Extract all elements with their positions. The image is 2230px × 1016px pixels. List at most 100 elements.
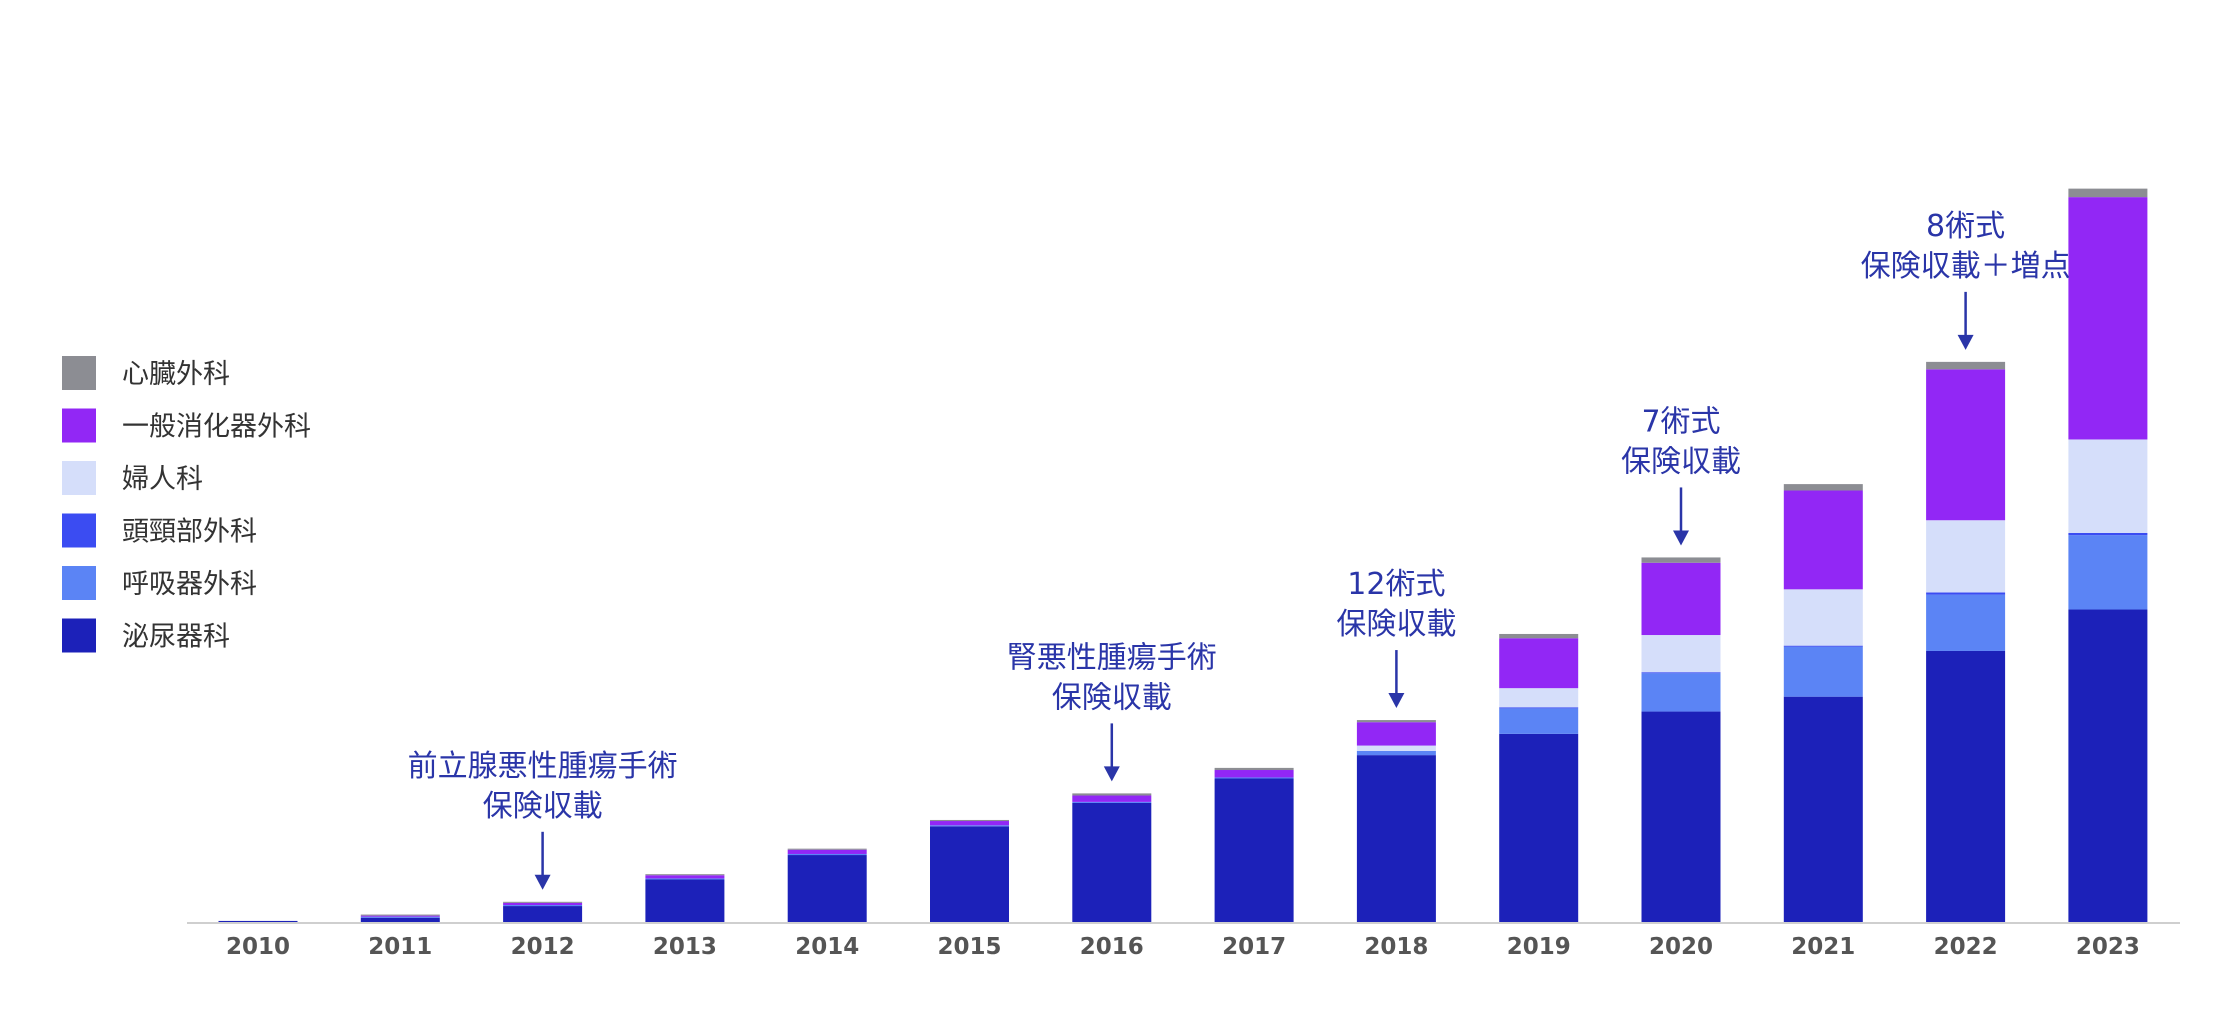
bar-segment-2017-5 xyxy=(1214,767,1294,771)
annotation-text: 保険収載 xyxy=(1621,444,1741,479)
x-tick-label: 2019 xyxy=(1507,934,1571,960)
annotation-text: 8術式 xyxy=(1926,209,2005,244)
bar-segment-2019-4 xyxy=(1499,638,1579,689)
bar-segment-2011-5 xyxy=(360,914,440,916)
bar-segment-2021-4 xyxy=(1783,490,1863,590)
bar-segment-2019-1 xyxy=(1499,708,1579,734)
annotation-arrow-head xyxy=(1103,766,1120,782)
bar-segment-2011-1 xyxy=(360,916,440,918)
bar-segment-2021-0 xyxy=(1783,696,1863,922)
bar-segment-2021-5 xyxy=(1783,484,1863,491)
legend-swatch xyxy=(62,408,96,443)
x-tick-label: 2012 xyxy=(511,934,575,960)
annotation-arrow-head xyxy=(1957,334,1974,350)
x-tick-label: 2020 xyxy=(1649,934,1713,960)
bar-segment-2019-3 xyxy=(1499,688,1579,708)
bar-segment-2015-4 xyxy=(930,821,1009,826)
legend-swatch xyxy=(62,356,96,390)
bar-segment-2022-2 xyxy=(1926,592,2006,595)
bar-segment-2015-5 xyxy=(930,819,1009,822)
bar-segment-2023-1 xyxy=(2068,535,2148,610)
x-tick-label: 2021 xyxy=(1791,934,1855,960)
x-tick-label: 2023 xyxy=(2076,934,2140,960)
bar-segment-2022-1 xyxy=(1926,594,2006,651)
legend-label: 頭頸部外科 xyxy=(122,517,257,548)
x-tick-labels: 2010 2011 2012 2013 2014 2015 2016 2017 2018 2019… xyxy=(226,934,2140,960)
annotations: 前立腺悪性腫瘍手術保険収載腎悪性腫瘍手術保険収載12術式保険収載7術式保険収載8… xyxy=(408,209,2071,890)
bar-segment-2021-1 xyxy=(1783,646,1863,697)
bar-segment-2020-0 xyxy=(1641,711,1721,922)
x-tick-label: 2022 xyxy=(1934,934,1998,960)
bars xyxy=(218,188,2148,922)
bar-segment-2014-1 xyxy=(787,853,867,856)
x-tick-label: 2015 xyxy=(937,934,1001,960)
bar-segment-2016-4 xyxy=(1072,795,1152,802)
annotation-text: 7術式 xyxy=(1641,404,1720,439)
annotation-arrow-head xyxy=(1673,530,1689,546)
annotation-text: 腎悪性腫瘍手術 xyxy=(1007,640,1217,675)
bar-segment-2020-3 xyxy=(1641,635,1721,673)
bar-segment-2021-3 xyxy=(1783,589,1863,646)
x-tick-label: 2016 xyxy=(1080,934,1144,960)
bar-segment-2019-0 xyxy=(1499,733,1579,922)
bar-segment-2012-1 xyxy=(503,904,583,907)
bar-segment-2014-4 xyxy=(787,849,867,854)
annotation-text: 前立腺悪性腫瘍手術 xyxy=(408,749,678,784)
bar-segment-2011-4 xyxy=(360,915,440,917)
legend-swatch xyxy=(62,461,96,495)
bar-segment-2015-1 xyxy=(930,825,1009,827)
annotation-text: 保険収載 xyxy=(1336,607,1456,642)
x-tick-label: 2018 xyxy=(1364,934,1428,960)
x-tick-label: 2011 xyxy=(368,934,432,960)
bar-segment-2010-0 xyxy=(218,920,298,922)
bar-segment-2015-0 xyxy=(930,826,1009,922)
legend-swatch xyxy=(62,566,96,600)
bar-segment-2017-4 xyxy=(1214,770,1294,778)
bar-segment-2017-1 xyxy=(1214,777,1294,779)
annotation-arrow-head xyxy=(1388,693,1405,709)
bar-segment-2018-0 xyxy=(1356,755,1436,922)
bar-segment-2023-4 xyxy=(2068,197,2148,440)
bar-segment-2014-5 xyxy=(787,848,867,850)
bar-segment-2018-1 xyxy=(1356,750,1436,756)
bar-segment-2012-4 xyxy=(503,902,583,905)
legend-label: 心臓外科 xyxy=(122,359,230,390)
bar-segment-2013-1 xyxy=(645,878,725,880)
bar-segment-2019-5 xyxy=(1499,633,1579,639)
bar-segment-2018-3 xyxy=(1356,745,1436,751)
bar-segment-2018-5 xyxy=(1356,720,1436,723)
legend-swatch xyxy=(62,618,96,653)
bar-segment-2014-0 xyxy=(787,855,867,922)
bar-segment-2012-5 xyxy=(503,901,583,903)
bar-segment-2018-4 xyxy=(1356,722,1436,746)
bar-segment-2023-3 xyxy=(2068,439,2148,533)
annotation-text: 保険収載＋増点 xyxy=(1861,249,2071,284)
bar-segment-2020-5 xyxy=(1641,557,1721,563)
x-tick-label: 2014 xyxy=(795,934,859,960)
bar-segment-2020-1 xyxy=(1641,673,1721,712)
x-tick-label: 2017 xyxy=(1222,934,1286,960)
legend-label: 婦人科 xyxy=(122,464,203,495)
bar-segment-2013-4 xyxy=(645,875,725,879)
bar-segment-2011-0 xyxy=(360,917,440,922)
annotation-text: 保険収載 xyxy=(483,789,603,824)
bar-segment-2016-5 xyxy=(1072,793,1152,796)
bar-segment-2023-2 xyxy=(2068,532,2148,536)
bar-segment-2022-3 xyxy=(1926,520,2006,593)
bar-segment-2012-0 xyxy=(503,906,583,922)
x-tick-label: 2010 xyxy=(226,934,290,960)
bar-segment-2013-5 xyxy=(645,874,725,876)
legend-label: 一般消化器外科 xyxy=(122,412,311,443)
bar-segment-2016-1 xyxy=(1072,801,1152,803)
bar-segment-2020-2 xyxy=(1641,672,1721,674)
bar-segment-2022-0 xyxy=(1926,650,2006,922)
annotation-text: 保険収載 xyxy=(1052,680,1172,715)
bar-segment-2022-5 xyxy=(1926,361,2006,370)
bar-segment-2023-5 xyxy=(2068,188,2148,198)
bar-segment-2020-4 xyxy=(1641,562,1721,636)
bar-segment-2022-4 xyxy=(1926,369,2006,521)
legend-label: 泌尿器科 xyxy=(122,622,230,653)
legend-swatch xyxy=(62,513,96,548)
